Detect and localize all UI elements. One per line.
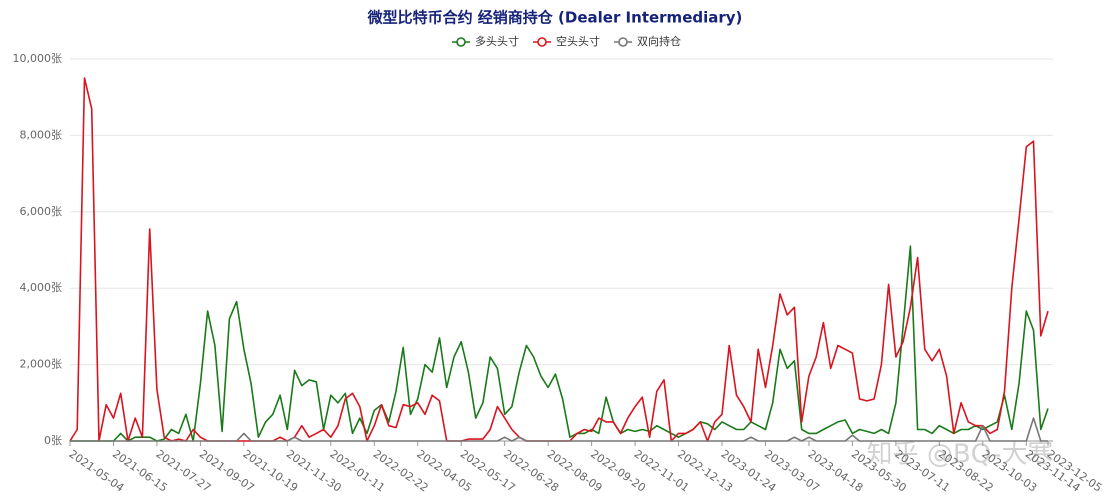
legend: 多头头寸 空头头寸 双向持仓	[452, 34, 681, 48]
chart-title: 微型比特币合约 经销商持仓 (Dealer Intermediary)	[367, 9, 743, 27]
legend-label: 多头头寸	[475, 34, 519, 48]
legend-label: 空头头寸	[556, 34, 600, 48]
y-tick-label: 2,000张	[20, 358, 63, 371]
series-line	[70, 245, 1049, 442]
y-tick-label: 6,000张	[20, 205, 63, 218]
watermark: 知乎 @BQ-大寒	[867, 440, 1054, 470]
y-tick-label: 0张	[44, 434, 62, 447]
legend-label: 双向持仓	[637, 34, 681, 48]
y-tick-label: 10,000张	[13, 52, 63, 65]
legend-marker	[618, 37, 628, 47]
y-tick-label: 8,000张	[20, 128, 63, 141]
legend-marker	[456, 37, 466, 47]
legend-marker	[537, 37, 547, 47]
y-tick-label: 4,000张	[20, 281, 63, 294]
series-line	[70, 417, 1048, 442]
